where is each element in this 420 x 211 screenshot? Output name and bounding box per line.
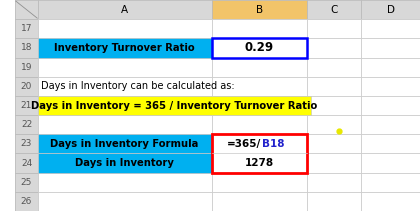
Bar <box>212 173 307 192</box>
Text: C: C <box>330 5 338 15</box>
Bar <box>307 0 361 19</box>
Text: B18: B18 <box>262 139 285 149</box>
Bar <box>361 134 420 153</box>
Bar <box>212 38 307 58</box>
Text: Inventory Turnover Ratio: Inventory Turnover Ratio <box>54 43 195 53</box>
Bar <box>307 192 361 211</box>
Text: Days in Inventory Formula: Days in Inventory Formula <box>50 139 199 149</box>
Bar <box>212 0 307 19</box>
Bar <box>307 77 361 96</box>
Text: Days in Inventory can be calculated as:: Days in Inventory can be calculated as: <box>41 81 234 91</box>
Text: 25: 25 <box>21 178 32 187</box>
Text: Days in Inventory: Days in Inventory <box>75 158 174 168</box>
Bar <box>16 96 38 115</box>
Text: 17: 17 <box>21 24 32 33</box>
Bar <box>38 134 212 153</box>
Text: 0.29: 0.29 <box>244 41 274 54</box>
Bar <box>16 77 38 96</box>
Bar <box>212 192 307 211</box>
Text: 26: 26 <box>21 197 32 206</box>
Bar <box>307 96 361 115</box>
Text: 23: 23 <box>21 139 32 148</box>
Bar <box>361 77 420 96</box>
Text: Days in Inventory = 365 / Inventory Turnover Ratio: Days in Inventory = 365 / Inventory Turn… <box>31 100 317 111</box>
Bar <box>212 134 307 173</box>
Bar <box>361 192 420 211</box>
Bar <box>361 115 420 134</box>
Bar <box>38 58 212 77</box>
Bar <box>361 58 420 77</box>
Bar <box>212 58 307 77</box>
Bar <box>307 58 361 77</box>
Text: 20: 20 <box>21 82 32 91</box>
Bar <box>361 173 420 192</box>
Bar <box>361 19 420 38</box>
Bar <box>38 77 212 96</box>
Bar <box>38 96 212 115</box>
Bar <box>361 0 420 19</box>
Bar <box>212 134 307 153</box>
Bar <box>16 58 38 77</box>
Bar <box>38 38 212 58</box>
Text: 19: 19 <box>21 63 32 72</box>
Bar <box>38 153 212 173</box>
Bar <box>212 153 307 173</box>
Text: 1278: 1278 <box>244 158 274 168</box>
Bar <box>212 77 307 96</box>
Bar <box>16 134 38 153</box>
Text: 21: 21 <box>21 101 32 110</box>
Bar <box>38 153 212 173</box>
Text: =365/: =365/ <box>227 139 261 149</box>
Bar <box>38 0 212 19</box>
Bar <box>38 19 212 38</box>
Bar <box>307 19 361 38</box>
Bar <box>16 153 38 173</box>
Bar <box>361 96 420 115</box>
Bar <box>307 38 361 58</box>
Bar <box>212 96 307 115</box>
Text: 22: 22 <box>21 120 32 129</box>
Bar <box>361 153 420 173</box>
Bar <box>212 115 307 134</box>
Bar <box>16 0 38 19</box>
Bar <box>212 19 307 38</box>
Bar <box>16 173 38 192</box>
Bar <box>361 38 420 58</box>
Bar <box>212 38 307 58</box>
Bar <box>16 19 38 38</box>
Bar <box>16 38 38 58</box>
Text: 18: 18 <box>21 43 32 53</box>
Bar <box>307 153 361 173</box>
Bar <box>307 134 361 153</box>
Bar <box>38 173 212 192</box>
Text: 24: 24 <box>21 158 32 168</box>
Bar <box>38 192 212 211</box>
Text: D: D <box>387 5 395 15</box>
Bar <box>16 192 38 211</box>
Bar <box>38 134 212 153</box>
Bar <box>307 173 361 192</box>
Bar <box>38 38 212 58</box>
Text: A: A <box>121 5 128 15</box>
Bar <box>38 115 212 134</box>
Bar <box>38 96 311 115</box>
Bar <box>16 115 38 134</box>
Text: B: B <box>256 5 263 15</box>
Bar <box>307 115 361 134</box>
